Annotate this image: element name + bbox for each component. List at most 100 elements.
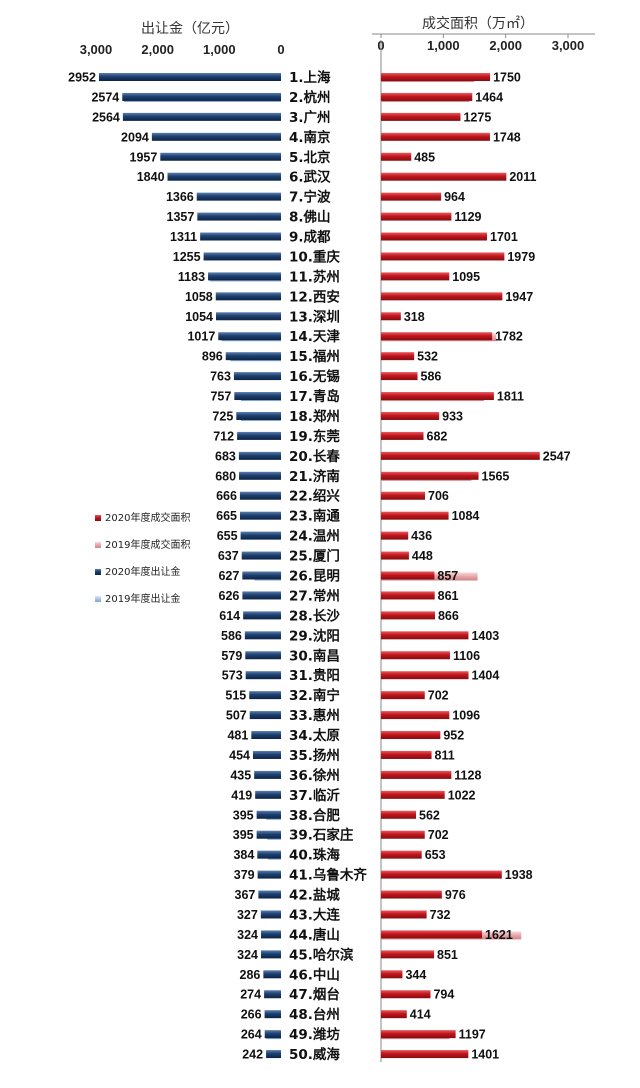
area-value-label: 2011 (509, 170, 536, 184)
chart-row: 327 43.大连 732 (237, 906, 451, 923)
bar-2020-area (381, 411, 440, 420)
bar-2020-area (381, 152, 412, 161)
area-value-label: 933 (442, 409, 463, 423)
land-fee-value-label: 626 (219, 589, 240, 603)
bar-2020-land-fee (264, 990, 281, 999)
city-label: 41.乌鲁木齐 (289, 867, 367, 884)
bar-2020-land-fee (244, 631, 281, 640)
city-label: 43.大连 (289, 906, 340, 923)
land-fee-value-label: 454 (229, 748, 250, 762)
bar-2020-land-fee (225, 352, 281, 361)
area-value-label: 1022 (448, 788, 476, 802)
land-fee-value-label: 2564 (92, 110, 120, 124)
chart-row: 763 16.无锡 586 (210, 368, 441, 385)
city-label: 6.武汉 (289, 169, 331, 186)
bar-2020-land-fee (249, 691, 281, 700)
city-label: 10.重庆 (289, 248, 340, 265)
bar-2020-area (381, 292, 503, 301)
bar-2020-land-fee (98, 73, 282, 81)
bar-2020-area (381, 1010, 407, 1019)
land-fee-value-label: 586 (221, 629, 242, 643)
chart-row: 680 21.济南 1565 (215, 468, 509, 485)
area-value-label: 811 (435, 748, 455, 762)
left-axis-title: 出让金（亿元） (141, 21, 239, 37)
bar-2020-land-fee (203, 252, 281, 261)
bar-2020-area (381, 910, 427, 919)
chart-row: 665 23.南通 1084 (216, 508, 479, 525)
area-value-label: 1404 (472, 669, 500, 683)
land-fee-value-label: 579 (221, 649, 242, 663)
city-label: 27.常州 (289, 587, 340, 604)
city-label: 48.台州 (289, 1006, 340, 1023)
area-value-label: 1401 (471, 1048, 499, 1062)
bar-2020-land-fee (237, 431, 281, 440)
chart-row: 286 46.中山 344 (240, 966, 427, 983)
bar-2020-area (381, 691, 425, 700)
land-fee-value-label: 515 (225, 689, 246, 703)
city-label: 13.深圳 (289, 308, 340, 325)
bar-2020-area (381, 73, 491, 81)
city-label: 35.扬州 (289, 747, 340, 764)
chart-row: 586 29.沈阳 1403 (221, 627, 499, 644)
bar-2020-land-fee (218, 332, 281, 341)
area-value-label: 1938 (505, 868, 533, 882)
chart-row: 395 39.石家庄 702 (233, 827, 449, 844)
chart-row: 683 20.长春 2547 (215, 448, 571, 465)
land-fee-value-label: 324 (237, 928, 258, 942)
bar-2020-land-fee (264, 1010, 281, 1019)
chart-row: 627 26.昆明 857 (218, 569, 478, 585)
city-label: 32.南宁 (289, 687, 340, 704)
city-label: 15.福州 (289, 348, 340, 365)
area-value-label: 857 (437, 569, 458, 583)
area-value-label: 1464 (475, 90, 503, 104)
bar-2020-area (381, 970, 403, 979)
city-label: 45.哈尔滨 (289, 946, 354, 963)
bar-2020-land-fee (234, 392, 281, 401)
bar-2020-area (381, 711, 450, 720)
bar-2020-area (381, 312, 401, 321)
bar-2020-land-fee (122, 112, 282, 121)
land-fee-value-label: 379 (234, 868, 255, 882)
bar-2020-area (381, 1030, 456, 1039)
legend-swatch (95, 596, 101, 602)
city-label: 8.佛山 (289, 209, 331, 226)
city-label: 1.上海 (289, 69, 331, 86)
bar-2020-area (381, 112, 461, 121)
area-value-label: 532 (417, 350, 438, 364)
bar-2020-land-fee (239, 471, 281, 480)
land-fee-value-label: 395 (233, 808, 254, 822)
area-value-label: 2547 (543, 449, 571, 463)
chart-row: 614 28.长沙 866 (219, 607, 459, 624)
area-value-label: 1701 (490, 230, 518, 244)
bar-2020-area (381, 491, 426, 500)
legend-swatch (95, 515, 101, 521)
chart-row: 1183 11.苏州 1095 (178, 268, 480, 285)
bar-2020-land-fee (257, 850, 281, 859)
bar-2020-area (381, 392, 494, 401)
chart-row: 1357 8.佛山 1129 (167, 209, 482, 226)
chart-row: 481 34.太原 952 (227, 727, 464, 744)
bar-2020-land-fee (196, 192, 281, 201)
city-label: 16.无锡 (289, 368, 340, 385)
land-fee-value-label: 1311 (170, 230, 197, 244)
land-fee-value-label: 1957 (130, 150, 158, 164)
bar-2020-land-fee (263, 970, 281, 979)
bar-2020-area (381, 431, 424, 440)
land-fee-value-label: 680 (215, 469, 236, 483)
city-label: 49.潍坊 (289, 1026, 340, 1043)
area-value-label: 1750 (493, 71, 521, 85)
city-label: 18.郑州 (289, 408, 340, 425)
bar-2020-area (381, 830, 425, 839)
area-value-label: 732 (430, 908, 451, 922)
city-label: 7.宁波 (289, 189, 331, 206)
bar-2020-land-fee (167, 172, 281, 181)
chart-row: 324 45.哈尔滨 851 (237, 946, 458, 963)
area-value-label: 414 (410, 1008, 431, 1022)
land-fee-value-label: 274 (240, 988, 261, 1002)
bar-2020-land-fee (197, 212, 281, 221)
city-label: 36.徐州 (289, 767, 340, 784)
legend: 2020年度成交面积 2019年度成交面积 2020年度出让金 2019年度出让金 (95, 511, 190, 605)
city-label: 22.绍兴 (289, 488, 340, 505)
chart-row: 324 44.唐山 1621 (237, 926, 522, 943)
